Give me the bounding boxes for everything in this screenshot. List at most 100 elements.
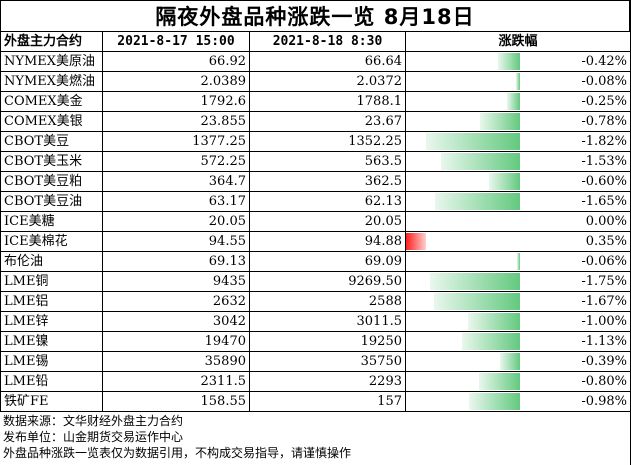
- price-date2: 19250: [249, 331, 406, 352]
- change-percent: -0.80%: [519, 371, 631, 392]
- change-bar: [497, 53, 520, 70]
- change-percent: -0.06%: [519, 251, 631, 272]
- change-bar: [478, 373, 520, 390]
- price-date2: 20.05: [249, 211, 406, 232]
- change-bar-cell: [405, 251, 520, 272]
- contract-name: CBOT美玉米: [0, 151, 103, 172]
- price-date2: 362.5: [249, 171, 406, 192]
- contract-name: LME铜: [0, 271, 103, 292]
- contract-name: 布伦油: [0, 251, 103, 272]
- change-bar: [467, 313, 520, 330]
- price-date2: 2588: [249, 291, 406, 312]
- change-percent: 0.00%: [519, 211, 631, 232]
- table-row: LME锡 35890 35750 -0.39%: [0, 351, 631, 372]
- footer-disclaimer: 外盘品种涨跌一览表仅为数据引用，不构成交易指导，请谨慎操作: [3, 446, 352, 460]
- header-change: 涨跌幅: [404, 31, 631, 52]
- change-percent: -0.78%: [519, 111, 631, 132]
- change-percent: -0.98%: [519, 391, 631, 412]
- change-bar-cell: [405, 331, 520, 352]
- change-bar: [488, 173, 520, 190]
- table-body: NYMEX美原油 66.92 66.64 -0.42% NYMEX美燃油 2.0389 2.…: [0, 51, 631, 412]
- contract-name: NYMEX美原油: [0, 51, 103, 72]
- price-date1: 1377.25: [102, 131, 250, 152]
- table-row: CBOT美玉米 572.25 563.5 -1.53%: [0, 151, 631, 172]
- table-row: ICE美糖 20.05 20.05 0.00%: [0, 211, 631, 232]
- contract-name: LME锡: [0, 351, 103, 372]
- change-percent: -1.67%: [519, 291, 631, 312]
- price-date1: 158.55: [102, 391, 250, 412]
- change-percent: -0.39%: [519, 351, 631, 372]
- table-row: ICE美棉花 94.55 94.88 0.35%: [0, 231, 631, 252]
- price-date2: 2293: [249, 371, 406, 392]
- table-row: LME铝 2632 2588 -1.67%: [0, 291, 631, 312]
- table-row: CBOT美豆油 63.17 62.13 -1.65%: [0, 191, 631, 212]
- price-date1: 572.25: [102, 151, 250, 172]
- table-row: COMEX美金 1792.6 1788.1 -0.25%: [0, 91, 631, 112]
- price-date1: 2311.5: [102, 371, 250, 392]
- price-date2: 35750: [249, 351, 406, 372]
- change-percent: -1.82%: [519, 131, 631, 152]
- contract-name: ICE美糖: [0, 211, 103, 232]
- footer-publisher: 发布单位：山金期货交易运作中心: [3, 430, 184, 444]
- change-percent: -1.65%: [519, 191, 631, 212]
- header-date1: 2021-8-17 15:00: [102, 31, 250, 52]
- price-date2: 3011.5: [249, 311, 406, 332]
- change-bar-cell: [405, 71, 520, 92]
- change-bar-cell: [405, 271, 520, 292]
- change-bar: [433, 293, 520, 310]
- footer-notes: 数据来源：文华财经外盘主力合约 发布单位：山金期货交易运作中心 外盘品种涨跌一览…: [0, 413, 630, 461]
- change-percent: -0.60%: [519, 171, 631, 192]
- price-date2: 2.0372: [249, 71, 406, 92]
- change-bar: [429, 273, 520, 290]
- change-percent: -1.75%: [519, 271, 631, 292]
- change-bar-cell: [405, 211, 520, 232]
- price-date2: 1352.25: [249, 131, 406, 152]
- table-row: NYMEX美原油 66.92 66.64 -0.42%: [0, 51, 631, 72]
- change-bar-cell: [405, 351, 520, 372]
- price-date2: 66.64: [249, 51, 406, 72]
- contract-name: LME铝: [0, 291, 103, 312]
- table-row: 布伦油 69.13 69.09 -0.06%: [0, 251, 631, 272]
- contract-name: COMEX美金: [0, 91, 103, 112]
- contract-name: NYMEX美燃油: [0, 71, 103, 92]
- change-bar: [479, 113, 520, 130]
- change-bar: [406, 233, 426, 250]
- change-bar: [515, 73, 520, 90]
- change-bar-cell: [405, 391, 520, 412]
- contract-name: CBOT美豆油: [0, 191, 103, 212]
- change-bar-cell: [405, 51, 520, 72]
- price-date2: 563.5: [249, 151, 406, 172]
- contract-name: LME镍: [0, 331, 103, 352]
- price-date1: 66.92: [102, 51, 250, 72]
- table-row: CBOT美豆粕 364.7 362.5 -0.60%: [0, 171, 631, 192]
- footer-source: 数据来源：文华财经外盘主力合约: [3, 414, 184, 428]
- change-bar-cell: [405, 311, 520, 332]
- change-percent: 0.35%: [519, 231, 631, 252]
- change-bar: [440, 153, 520, 170]
- header-date2: 2021-8-18 8:30: [249, 31, 406, 52]
- change-bar: [499, 353, 520, 370]
- contract-name: CBOT美豆: [0, 131, 103, 152]
- change-bar-cell: [405, 131, 520, 152]
- header-contract: 外盘主力合约: [0, 31, 103, 52]
- change-percent: -0.25%: [519, 91, 631, 112]
- table-row: CBOT美豆 1377.25 1352.25 -1.82%: [0, 131, 631, 152]
- price-date2: 9269.50: [249, 271, 406, 292]
- price-date2: 23.67: [249, 111, 406, 132]
- change-bar-cell: [405, 91, 520, 112]
- change-percent: -0.08%: [519, 71, 631, 92]
- table-row: COMEX美银 23.855 23.67 -0.78%: [0, 111, 631, 132]
- change-bar: [516, 253, 520, 270]
- contract-name: COMEX美银: [0, 111, 103, 132]
- price-date1: 9435: [102, 271, 250, 292]
- price-date2: 62.13: [249, 191, 406, 212]
- price-date1: 19470: [102, 331, 250, 352]
- table-row: LME铜 9435 9269.50 -1.75%: [0, 271, 631, 292]
- price-date2: 94.88: [249, 231, 406, 252]
- contract-name: 铁矿FE: [0, 391, 103, 412]
- price-date1: 35890: [102, 351, 250, 372]
- contract-name: ICE美棉花: [0, 231, 103, 252]
- price-date1: 2632: [102, 291, 250, 312]
- price-date1: 63.17: [102, 191, 250, 212]
